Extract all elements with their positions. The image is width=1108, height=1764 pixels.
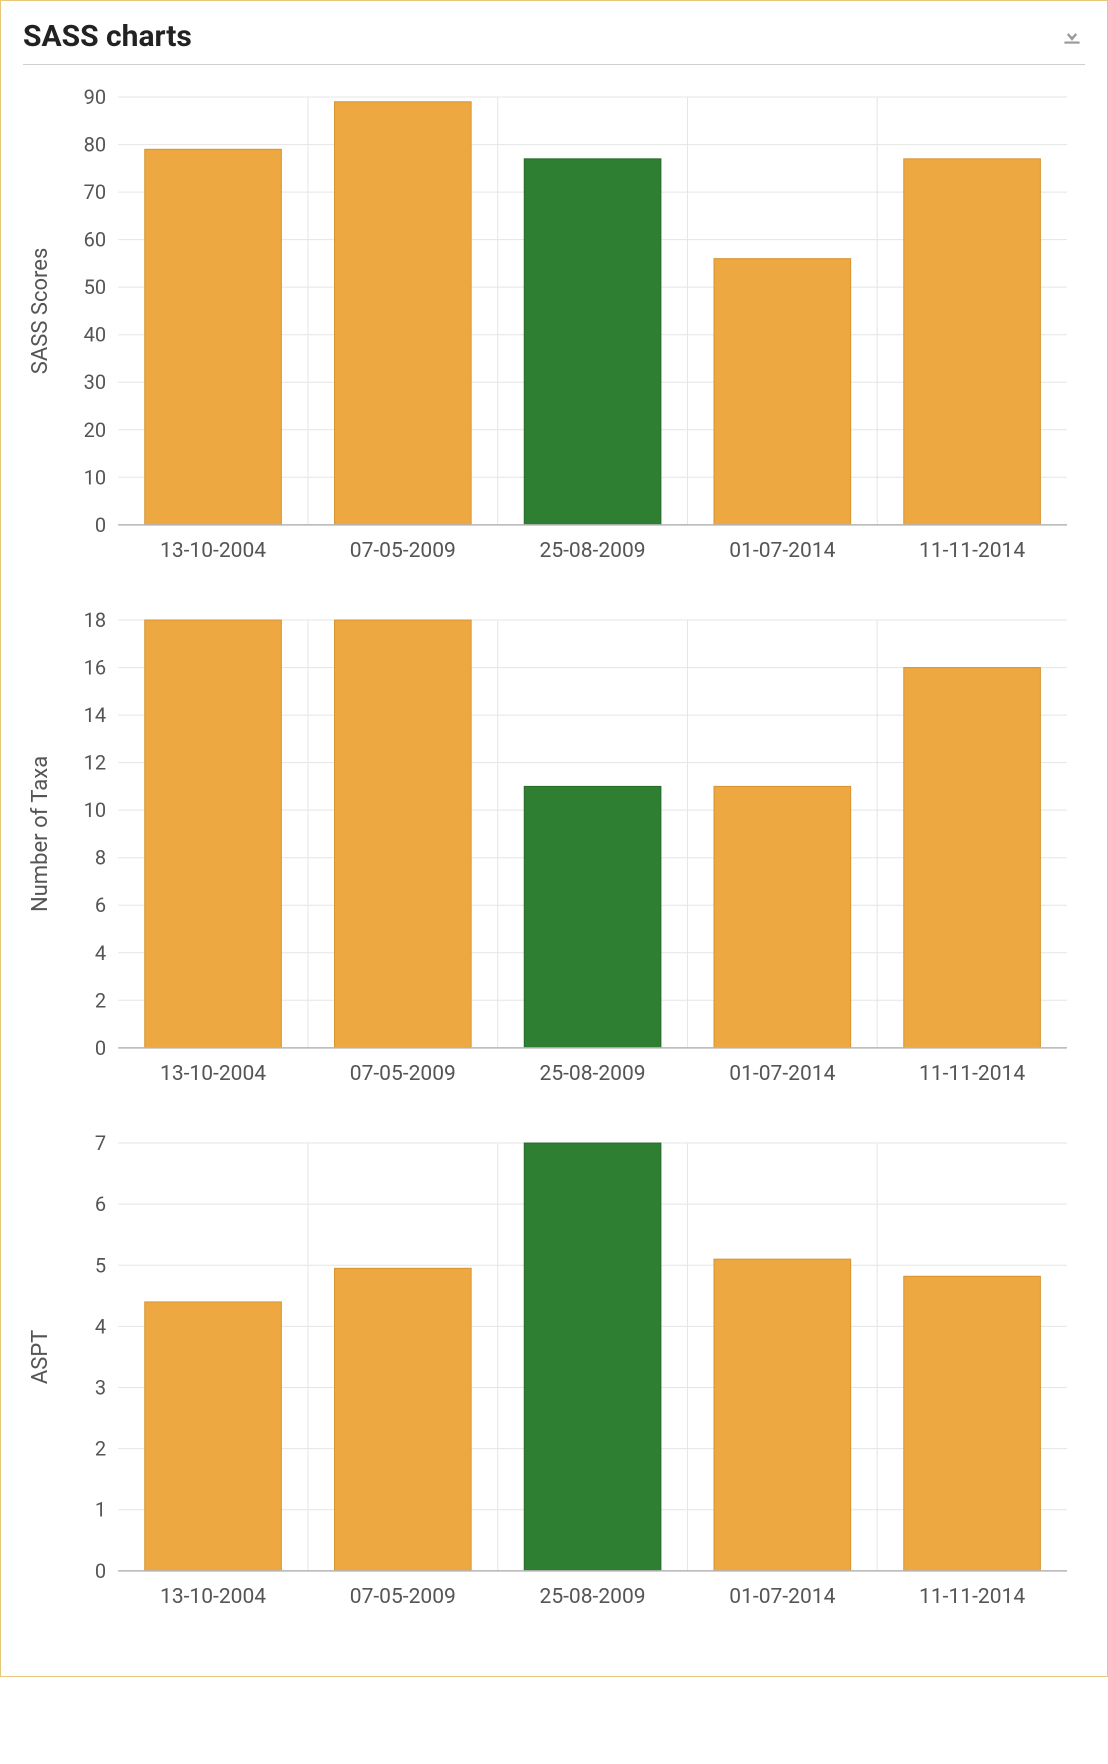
ytick-label: 0 xyxy=(95,513,106,537)
chart-sass-scores: 0 10 20 30 40 50 60 70 80 90 13-10-2004 07-05-2009 2… xyxy=(23,79,1085,580)
xtick-label: 11-11-2014 xyxy=(919,1584,1025,1609)
ytick-label: 12 xyxy=(84,751,107,775)
bar-sass-scores-0[interactable] xyxy=(145,149,282,525)
ytick-label: 4 xyxy=(95,1314,106,1338)
ytick-label: 14 xyxy=(84,703,107,727)
ytick-label: 6 xyxy=(95,1192,106,1216)
chart-number-of-taxa: 0 2 4 6 8 10 12 14 16 18 13-10-2004 07-05-2009 25-08… xyxy=(23,602,1085,1103)
ytick-label: 4 xyxy=(95,941,106,965)
bar-sass-scores-2[interactable] xyxy=(524,159,661,525)
ytick-label: 80 xyxy=(84,133,107,157)
ytick-label: 2 xyxy=(95,988,106,1012)
xtick-label: 07-05-2009 xyxy=(350,1584,456,1609)
ytick-label: 90 xyxy=(84,85,107,109)
ytick-label: 0 xyxy=(95,1559,106,1583)
xtick-label: 13-10-2004 xyxy=(160,538,266,563)
ytick-label: 16 xyxy=(84,656,107,680)
bar-aspt-3[interactable] xyxy=(714,1259,851,1571)
ytick-label: 0 xyxy=(95,1036,106,1060)
charts-container: 010203040506070809013-10-200407-05-20092… xyxy=(23,79,1085,1626)
xtick-label: 13-10-2004 xyxy=(160,1584,266,1609)
xtick-label: 25-08-2009 xyxy=(540,538,646,563)
ytick-label: 50 xyxy=(84,275,107,299)
bar-sass-scores-3[interactable] xyxy=(714,259,851,525)
bar-sass-scores-4[interactable] xyxy=(904,159,1041,525)
ytick-label: 10 xyxy=(84,798,107,822)
ytick-label: 3 xyxy=(95,1375,106,1399)
y-axis-label: SASS Scores xyxy=(28,248,53,375)
ytick-label: 20 xyxy=(84,418,107,442)
panel-header: SASS charts xyxy=(23,19,1085,65)
chart-aspt: 0 1 2 3 4 5 6 7 13-10-2004 07-05-2009 25-08-2009 01… xyxy=(23,1125,1085,1626)
xtick-label: 01-07-2014 xyxy=(729,1584,835,1609)
ytick-label: 8 xyxy=(95,846,106,870)
bar-sass-scores-1[interactable] xyxy=(335,102,472,525)
y-axis-label: ASPT xyxy=(28,1330,53,1385)
download-icon[interactable] xyxy=(1059,22,1085,52)
bar-number-of-taxa-3[interactable] xyxy=(714,786,851,1047)
ytick-label: 30 xyxy=(84,370,107,394)
ytick-label: 18 xyxy=(84,608,107,632)
bar-aspt-4[interactable] xyxy=(904,1276,1041,1571)
xtick-label: 07-05-2009 xyxy=(350,1061,456,1086)
ytick-label: 40 xyxy=(84,323,107,347)
ytick-label: 2 xyxy=(95,1436,106,1460)
panel-title: SASS charts xyxy=(23,19,192,54)
ytick-label: 70 xyxy=(84,180,107,204)
ytick-label: 1 xyxy=(95,1498,106,1522)
ytick-label: 10 xyxy=(84,465,107,489)
xtick-label: 07-05-2009 xyxy=(350,538,456,563)
xtick-label: 25-08-2009 xyxy=(540,1584,646,1609)
bar-aspt-2[interactable] xyxy=(524,1143,661,1571)
xtick-label: 11-11-2014 xyxy=(919,538,1025,563)
ytick-label: 6 xyxy=(95,893,106,917)
bar-number-of-taxa-4[interactable] xyxy=(904,668,1041,1048)
xtick-label: 11-11-2014 xyxy=(919,1061,1025,1086)
bar-aspt-0[interactable] xyxy=(145,1302,282,1571)
xtick-label: 25-08-2009 xyxy=(540,1061,646,1086)
bar-aspt-1[interactable] xyxy=(335,1268,472,1571)
sass-charts-panel: SASS charts 010203040506070809013-10-200… xyxy=(0,0,1108,1677)
bar-number-of-taxa-2[interactable] xyxy=(524,786,661,1047)
xtick-label: 01-07-2014 xyxy=(729,1061,835,1086)
xtick-label: 13-10-2004 xyxy=(160,1061,266,1086)
xtick-label: 01-07-2014 xyxy=(729,538,835,563)
ytick-label: 5 xyxy=(95,1253,106,1277)
ytick-label: 7 xyxy=(95,1131,106,1155)
bar-number-of-taxa-0[interactable] xyxy=(145,620,282,1048)
ytick-label: 60 xyxy=(84,228,107,252)
bar-number-of-taxa-1[interactable] xyxy=(335,620,472,1048)
y-axis-label: Number of Taxa xyxy=(28,756,53,912)
